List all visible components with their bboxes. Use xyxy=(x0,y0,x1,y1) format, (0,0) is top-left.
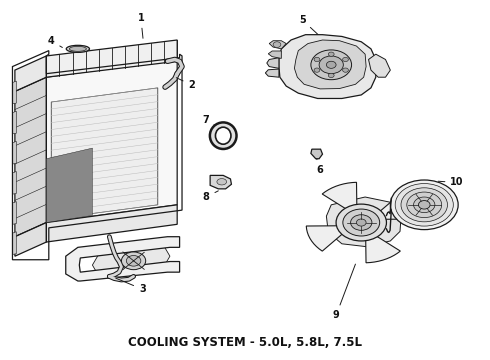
Circle shape xyxy=(326,61,336,68)
Circle shape xyxy=(343,68,348,72)
Text: 10: 10 xyxy=(438,177,464,188)
Polygon shape xyxy=(269,41,286,49)
Circle shape xyxy=(391,180,458,230)
Circle shape xyxy=(314,57,320,62)
Polygon shape xyxy=(322,182,357,212)
Polygon shape xyxy=(47,59,177,222)
Text: 6: 6 xyxy=(317,159,323,175)
Polygon shape xyxy=(294,40,366,89)
Polygon shape xyxy=(12,232,16,255)
Text: 2: 2 xyxy=(176,78,195,90)
Text: 1: 1 xyxy=(138,13,144,38)
Text: 4: 4 xyxy=(48,36,62,48)
Text: 5: 5 xyxy=(299,15,318,35)
Polygon shape xyxy=(366,233,400,263)
Circle shape xyxy=(414,197,435,213)
Text: 7: 7 xyxy=(202,116,216,126)
Circle shape xyxy=(122,252,146,270)
Circle shape xyxy=(314,68,320,72)
Polygon shape xyxy=(326,197,401,247)
Polygon shape xyxy=(51,88,158,219)
Circle shape xyxy=(319,56,343,74)
Circle shape xyxy=(356,219,366,226)
Ellipse shape xyxy=(210,122,237,149)
Text: 8: 8 xyxy=(203,191,219,202)
Circle shape xyxy=(343,57,348,62)
Polygon shape xyxy=(12,171,16,194)
Polygon shape xyxy=(266,69,279,77)
Circle shape xyxy=(401,188,447,222)
Ellipse shape xyxy=(66,45,90,53)
Circle shape xyxy=(311,50,352,80)
Polygon shape xyxy=(15,222,47,256)
Circle shape xyxy=(343,209,380,236)
Polygon shape xyxy=(279,35,376,99)
Circle shape xyxy=(336,204,387,241)
Circle shape xyxy=(273,42,281,48)
Circle shape xyxy=(351,215,372,230)
Ellipse shape xyxy=(217,179,226,185)
Polygon shape xyxy=(268,51,281,58)
Polygon shape xyxy=(12,81,16,104)
Polygon shape xyxy=(47,205,177,242)
Polygon shape xyxy=(15,77,47,237)
Polygon shape xyxy=(210,175,231,189)
Polygon shape xyxy=(93,244,170,278)
Polygon shape xyxy=(12,202,16,224)
Text: COOLING SYSTEM - 5.0L, 5.8L, 7.5L: COOLING SYSTEM - 5.0L, 5.8L, 7.5L xyxy=(128,336,362,349)
Text: 3: 3 xyxy=(116,278,146,294)
Polygon shape xyxy=(66,237,180,281)
Circle shape xyxy=(328,73,334,77)
Circle shape xyxy=(328,52,334,56)
Polygon shape xyxy=(267,58,279,68)
Polygon shape xyxy=(12,111,16,134)
Polygon shape xyxy=(368,54,391,77)
Polygon shape xyxy=(375,194,416,219)
Ellipse shape xyxy=(70,46,86,51)
Polygon shape xyxy=(311,149,322,159)
Circle shape xyxy=(395,184,453,226)
Polygon shape xyxy=(47,148,93,222)
Ellipse shape xyxy=(216,127,231,144)
Circle shape xyxy=(418,201,430,209)
Polygon shape xyxy=(47,40,177,77)
Circle shape xyxy=(407,192,441,217)
Polygon shape xyxy=(306,226,347,251)
Circle shape xyxy=(126,256,141,266)
Text: 9: 9 xyxy=(333,264,355,320)
Polygon shape xyxy=(12,141,16,164)
Polygon shape xyxy=(15,56,47,91)
